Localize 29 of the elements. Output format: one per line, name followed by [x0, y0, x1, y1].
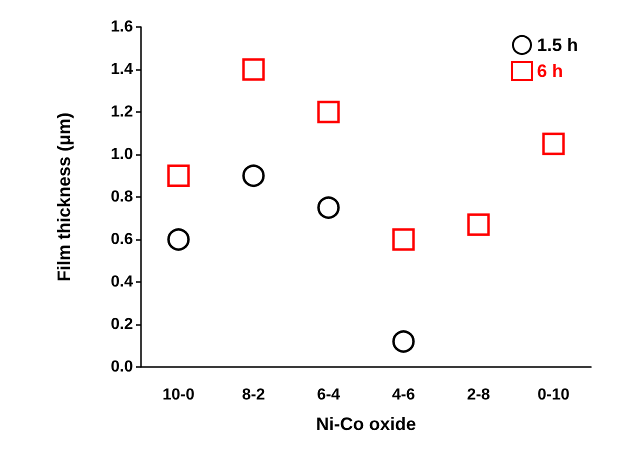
y-tick-label: 1.4 — [110, 61, 134, 78]
point — [167, 164, 190, 187]
y-tick-label: 0.4 — [110, 274, 134, 290]
point — [392, 330, 415, 353]
point — [167, 228, 190, 251]
y-tick-label: 0.0 — [110, 358, 134, 376]
legend-label: 1.5 h — [536, 35, 578, 55]
x-tick-label: 10-0 — [162, 386, 195, 404]
point — [542, 132, 565, 156]
point — [317, 196, 340, 219]
point — [242, 164, 265, 187]
x-tick-label: 4-6 — [392, 386, 416, 404]
point — [392, 228, 415, 251]
x-tick-label: 2-8 — [466, 386, 490, 404]
y-tick-label: 0.2 — [110, 316, 134, 333]
x-tick-label: 6-4 — [316, 386, 340, 404]
y-tick-label: 1.0 — [110, 146, 134, 163]
x-axis-title: Ni-Co oxide — [316, 414, 416, 434]
y-tick-label: 0.8 — [110, 188, 134, 206]
y-tick-label: 0.6 — [110, 231, 134, 248]
point — [467, 213, 490, 236]
point — [242, 58, 265, 81]
x-tick-label: 0-10 — [537, 386, 570, 404]
x-tick-label: 8-2 — [242, 386, 266, 404]
y-tick-label: 1.2 — [110, 104, 134, 120]
y-axis-title: Film thickness (μm) — [54, 112, 74, 282]
point — [317, 100, 340, 124]
y-tick-label: 1.6 — [110, 18, 134, 36]
legend-label: 6 h — [536, 61, 563, 81]
